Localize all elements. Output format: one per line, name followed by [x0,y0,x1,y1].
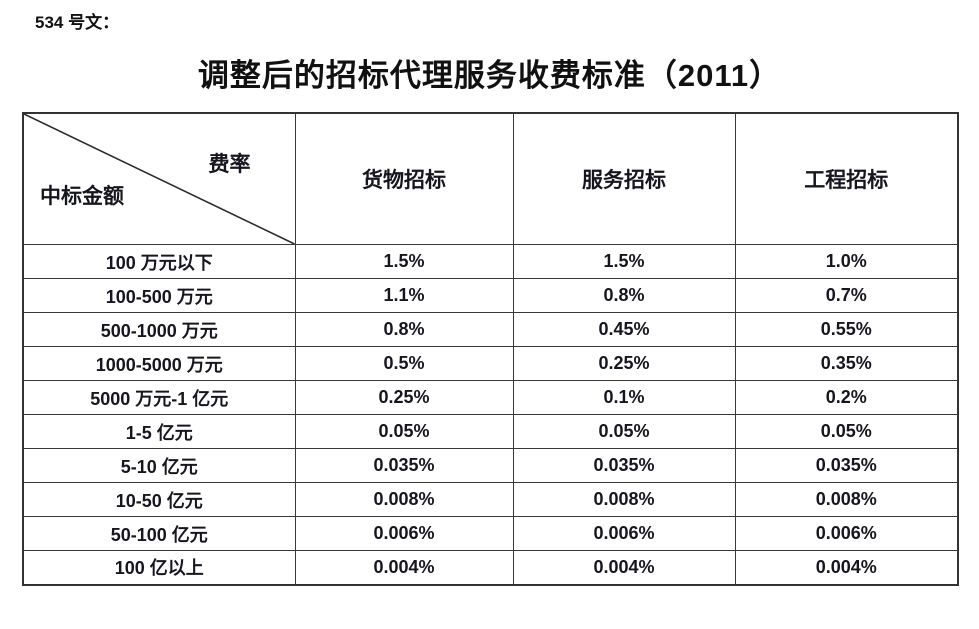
rate-engineering: 0.035% [734,448,959,483]
rate-goods: 0.006% [294,516,514,551]
row-amount-label: 1-5 亿元 [22,414,296,449]
table-row: 100 亿以上 0.004% 0.004% 0.004% [22,550,959,585]
rate-service: 0.1% [512,380,736,415]
table-row: 10-50 亿元 0.008% 0.008% 0.008% [22,482,959,517]
row-amount-label: 1000-5000 万元 [22,346,296,381]
table-row: 100 万元以下 1.5% 1.5% 1.0% [22,244,959,279]
header-fee-rate-label: 费率 [208,153,251,176]
row-amount-label: 50-100 亿元 [22,516,296,551]
rate-goods: 0.25% [294,380,514,415]
rate-engineering: 1.0% [734,244,959,279]
rate-service: 0.008% [512,482,736,517]
rate-service: 0.8% [512,278,736,313]
table-body: 100 万元以下 1.5% 1.5% 1.0% 100-500 万元 1.1% … [22,244,959,585]
row-amount-label: 5-10 亿元 [22,448,296,483]
rate-engineering: 0.008% [734,482,959,517]
row-amount-label: 10-50 亿元 [22,482,296,517]
diagonal-divider-line [24,114,295,244]
table-row: 5-10 亿元 0.035% 0.035% 0.035% [22,448,959,483]
rate-goods: 0.5% [294,346,514,381]
rate-engineering: 0.55% [734,312,959,347]
rate-engineering: 0.2% [734,380,959,415]
doc-number-label: 534 号文： [35,13,120,32]
rate-engineering: 0.006% [734,516,959,551]
page-title: 调整后的招标代理服务收费标准（2011） [197,58,782,93]
table-row: 1-5 亿元 0.05% 0.05% 0.05% [22,414,959,449]
rate-goods: 0.008% [294,482,514,517]
rate-goods: 0.004% [294,550,514,585]
rate-engineering: 0.05% [734,414,959,449]
rate-service: 0.25% [512,346,736,381]
rate-service: 0.006% [512,516,736,551]
column-header-service: 服务招标 [512,112,736,245]
rate-service: 1.5% [512,244,736,279]
column-header-engineering: 工程招标 [734,112,959,245]
rate-service: 0.004% [512,550,736,585]
rate-service: 0.45% [512,312,736,347]
table-row: 100-500 万元 1.1% 0.8% 0.7% [22,278,959,313]
row-amount-label: 100 万元以下 [22,244,296,279]
rate-goods: 0.8% [294,312,514,347]
table-row: 500-1000 万元 0.8% 0.45% 0.55% [22,312,959,347]
rate-engineering: 0.004% [734,550,959,585]
fee-standard-table: 费率 中标金额 货物招标 服务招标 工程招标 100 万元以下 1.5% 1.5… [22,112,959,586]
rate-goods: 1.5% [294,244,514,279]
table-row: 5000 万元-1 亿元 0.25% 0.1% 0.2% [22,380,959,415]
table-header-row: 费率 中标金额 货物招标 服务招标 工程招标 [22,112,959,245]
table-row: 1000-5000 万元 0.5% 0.25% 0.35% [22,346,959,381]
rate-engineering: 0.35% [734,346,959,381]
rate-goods: 1.1% [294,278,514,313]
rate-service: 0.035% [512,448,736,483]
diagonal-header-cell: 费率 中标金额 [22,112,296,245]
rate-service: 0.05% [512,414,736,449]
row-amount-label: 5000 万元-1 亿元 [22,380,296,415]
rate-engineering: 0.7% [734,278,959,313]
row-amount-label: 100-500 万元 [22,278,296,313]
table-row: 50-100 亿元 0.006% 0.006% 0.006% [22,516,959,551]
header-bid-amount-label: 中标金额 [40,185,124,208]
row-amount-label: 100 亿以上 [22,550,296,585]
rate-goods: 0.05% [294,414,514,449]
column-header-goods: 货物招标 [294,112,514,245]
rate-goods: 0.035% [294,448,514,483]
row-amount-label: 500-1000 万元 [22,312,296,347]
